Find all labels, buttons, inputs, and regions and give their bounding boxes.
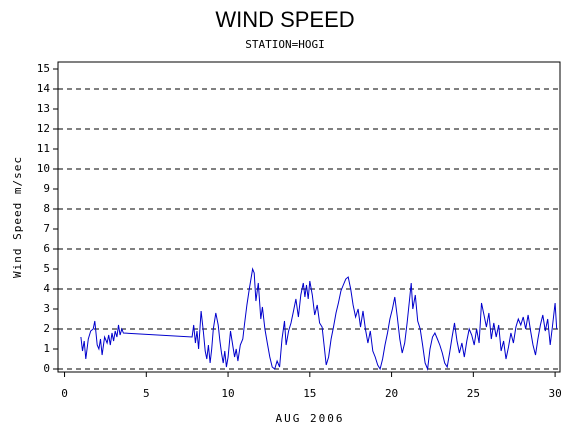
y-tick-label: 0 — [43, 362, 50, 375]
y-tick-label: 5 — [43, 262, 50, 275]
y-tick-label: 4 — [43, 282, 50, 295]
y-tick-label: 15 — [37, 62, 50, 75]
y-tick-label: 6 — [43, 242, 50, 255]
y-tick-label: 10 — [37, 162, 50, 175]
y-tick-label: 1 — [43, 342, 50, 355]
x-axis-label: AUG 2006 — [276, 412, 345, 425]
y-tick-label: 8 — [43, 202, 50, 215]
data-line — [80, 267, 558, 371]
x-tick-label: 25 — [467, 387, 480, 400]
y-tick-label: 14 — [37, 82, 51, 95]
y-axis-label: Wind Speed m/sec — [11, 156, 24, 278]
y-tick-label: 3 — [43, 302, 50, 315]
plot-frame — [57, 61, 561, 373]
y-tick-label: 11 — [37, 142, 50, 155]
chart-subtitle: STATION=HOGI — [245, 38, 324, 51]
y-tick-label: 2 — [43, 322, 50, 335]
chart-title: WIND SPEED — [215, 7, 354, 32]
y-tick-label: 13 — [37, 102, 50, 115]
x-tick-label: 30 — [548, 387, 561, 400]
x-tick-label: 15 — [303, 387, 316, 400]
x-tick-label: 20 — [385, 387, 398, 400]
x-tick-label: 10 — [221, 387, 234, 400]
y-tick-label: 12 — [37, 122, 50, 135]
x-tick-label: 0 — [61, 387, 68, 400]
y-tick-label: 7 — [43, 222, 50, 235]
x-tick-label: 5 — [143, 387, 150, 400]
y-tick-label: 9 — [43, 182, 50, 195]
